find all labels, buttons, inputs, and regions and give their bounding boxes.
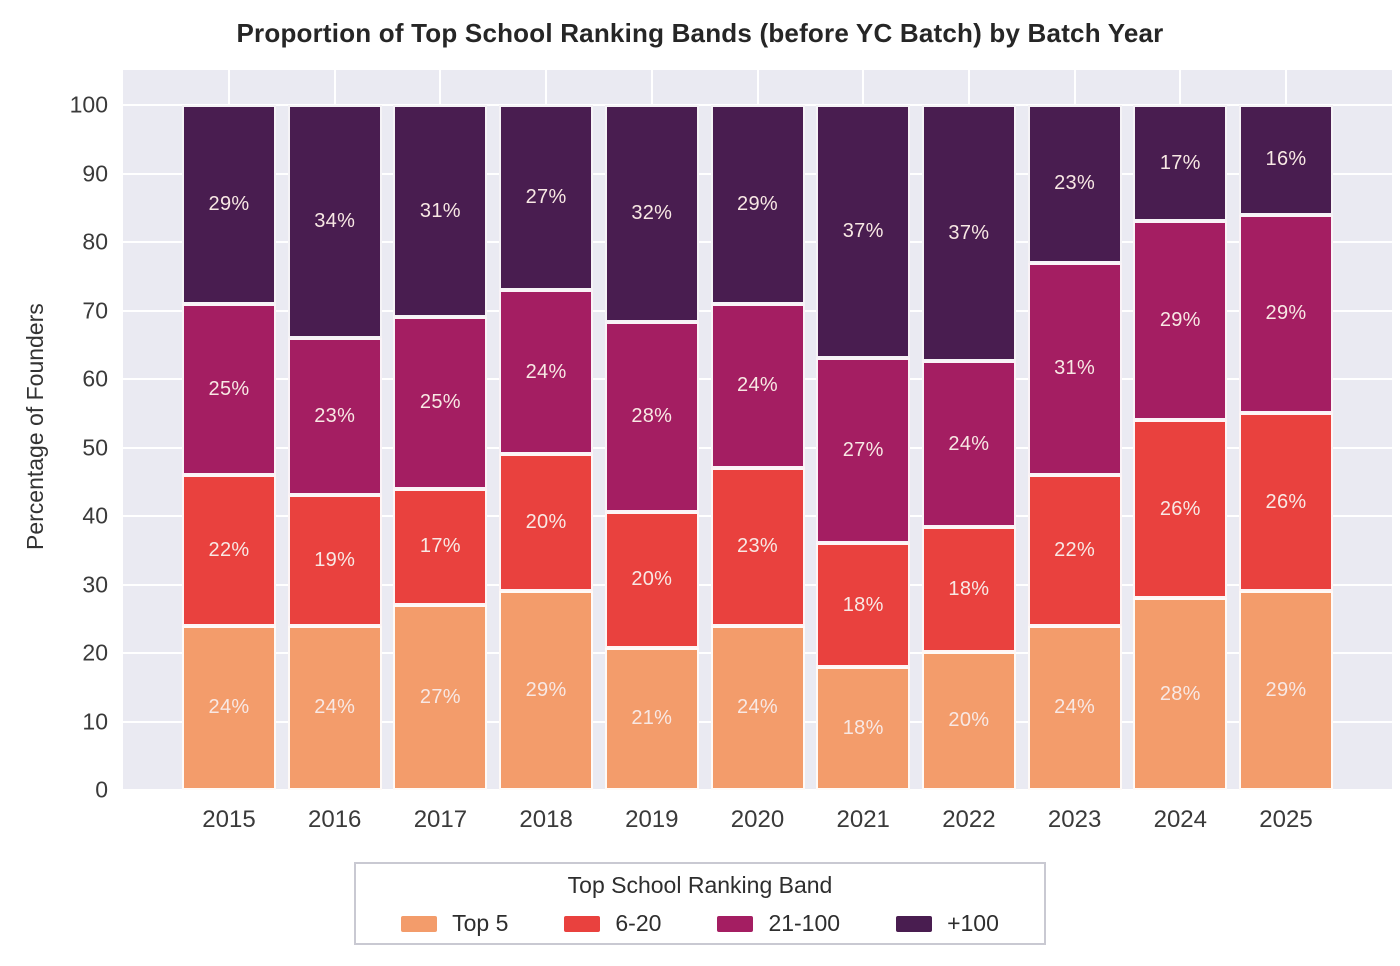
legend-entry-top-5: Top 5	[401, 910, 508, 937]
x-tick-label: 2019	[625, 806, 679, 833]
bar-segment-2022-21-100: 24%	[921, 361, 1016, 528]
y-tick-label: 10	[82, 708, 108, 734]
bar-segment-2016-100: 34%	[287, 105, 382, 338]
x-tick-label: 2024	[1153, 806, 1207, 833]
bar-segment-2017-21-100: 25%	[393, 317, 488, 489]
y-tick-label: 40	[82, 502, 108, 529]
x-tick-label: 2017	[413, 806, 468, 833]
bar-segment-2022-6-20: 18%	[921, 527, 1016, 652]
y-tick-label: 90	[82, 160, 108, 186]
bar-segment-2024-21-100: 29%	[1133, 221, 1228, 421]
legend-entries: Top 5 6-20 21-100 +100	[356, 910, 1044, 937]
legend-entry-6-20: 6-20	[564, 910, 661, 937]
legend-title: Top School Ranking Band	[567, 872, 833, 898]
bar-segment-2019-6-20: 20%	[604, 511, 699, 648]
bar-segment-2016-6-20: 19%	[287, 495, 382, 626]
bar-segment-2021-top-5: 18%	[816, 666, 911, 790]
legend-entry-100: +100	[896, 910, 999, 937]
y-tick-label: 60	[82, 365, 108, 392]
x-tick-label: 2025	[1259, 806, 1313, 833]
x-tick-label: 2018	[519, 806, 573, 833]
bar-segment-2017-100: 31%	[393, 105, 488, 318]
bar-segment-2020-6-20: 23%	[710, 468, 805, 626]
bar-segment-2018-21-100: 24%	[499, 289, 594, 455]
bar-segment-2015-6-20: 22%	[182, 474, 276, 626]
x-tick-label: 2021	[836, 806, 890, 833]
y-tick-label: 0	[95, 776, 108, 803]
legend-label-100: +100	[947, 910, 999, 936]
bar-segment-2021-6-20: 18%	[816, 543, 911, 667]
legend: Top School Ranking Band Top 5 6-20 21-100 +…	[354, 862, 1046, 945]
y-tick-label: 70	[82, 297, 108, 323]
y-tick-label: 100	[69, 91, 108, 118]
legend-swatch-100	[896, 915, 933, 932]
bar-segment-2015-100: 29%	[182, 105, 276, 304]
bar-segment-2017-6-20: 17%	[393, 488, 488, 606]
bar-segment-2018-100: 27%	[499, 105, 594, 290]
y-tick-label: 80	[82, 228, 108, 255]
bar-segment-2023-100: 23%	[1027, 105, 1122, 263]
gridline-h	[123, 789, 1392, 791]
bar-segment-2020-100: 29%	[710, 105, 805, 304]
legend-label-top-5: Top 5	[452, 910, 509, 936]
x-tick-label: 2015	[202, 806, 256, 833]
bar-segment-2017-top-5: 27%	[393, 605, 488, 790]
plot-area: 24% 22% 25% 29% 24% 19% 23% 34% 27% 17% 25% 31% 29% 2…	[123, 70, 1392, 791]
bar-segment-2016-top-5: 24%	[287, 625, 382, 790]
bar-segment-2020-top-5: 24%	[710, 625, 805, 790]
x-tick-label: 2022	[942, 806, 996, 833]
legend-swatch-21-100	[717, 915, 754, 932]
legend-entry-21-100: 21-100	[717, 910, 840, 937]
bar-segment-2019-top-5: 21%	[604, 647, 699, 790]
chart-title: Proportion of Top School Ranking Bands (…	[236, 18, 1164, 48]
bar-segment-2020-21-100: 24%	[710, 303, 805, 469]
x-tick-label: 2016	[307, 806, 362, 833]
bar-segment-2018-top-5: 29%	[499, 591, 594, 790]
bar-segment-2025-21-100: 29%	[1239, 214, 1333, 414]
y-tick-label: 30	[82, 571, 108, 597]
x-tick-label: 2023	[1047, 806, 1102, 833]
bar-segment-2018-6-20: 20%	[499, 454, 594, 592]
legend-swatch-6-20	[564, 915, 601, 932]
bar-segment-2015-21-100: 25%	[182, 303, 276, 475]
bar-segment-2024-100: 17%	[1133, 105, 1228, 222]
bar-segment-2022-100: 37%	[921, 105, 1016, 361]
legend-label-21-100: 21-100	[768, 910, 841, 936]
legend-swatch-top-5	[401, 915, 438, 932]
bar-segment-2016-21-100: 23%	[287, 337, 382, 496]
legend-label-6-20: 6-20	[615, 910, 662, 936]
bar-segment-2021-21-100: 27%	[816, 358, 911, 544]
bar-segment-2024-top-5: 28%	[1133, 598, 1228, 790]
bar-segment-2025-6-20: 26%	[1239, 413, 1333, 592]
x-tick-label: 2020	[730, 806, 785, 833]
bar-segment-2025-100: 16%	[1239, 105, 1333, 215]
bar-segment-2023-top-5: 24%	[1027, 625, 1122, 790]
bar-segment-2025-top-5: 29%	[1239, 591, 1333, 790]
bar-segment-2023-21-100: 31%	[1027, 262, 1122, 475]
bar-segment-2015-top-5: 24%	[182, 625, 276, 790]
y-tick-label: 20	[82, 639, 108, 666]
bar-segment-2019-21-100: 28%	[604, 322, 699, 512]
bar-segment-2021-100: 37%	[816, 105, 911, 359]
bar-segment-2024-6-20: 26%	[1133, 420, 1228, 599]
bar-segment-2023-6-20: 22%	[1027, 474, 1122, 626]
bar-segment-2019-100: 32%	[604, 105, 699, 323]
bar-segment-2022-top-5: 20%	[921, 651, 1016, 790]
y-tick-label: 50	[82, 434, 108, 460]
